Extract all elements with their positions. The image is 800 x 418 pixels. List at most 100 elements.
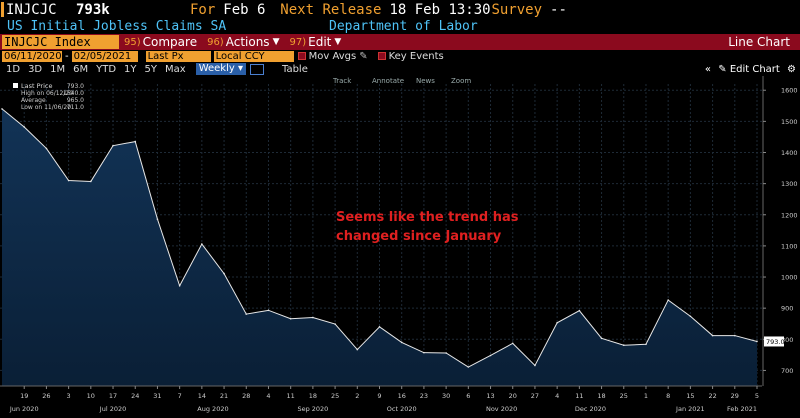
data-point [445,352,447,354]
chart-area[interactable]: Track Annotate News Zoom Last Price High… [0,76,800,418]
data-point [645,343,647,346]
edit-dropdown-icon: ▼ [334,37,342,47]
edit-chart-button[interactable]: « ✎ Edit Chart ⚙ [705,64,796,75]
data-point [756,340,758,343]
compare-button[interactable]: 95) Compare [124,35,197,49]
annotate-tool[interactable]: Annotate [372,77,404,85]
key-events-checkbox[interactable] [377,52,386,60]
x-tick-label: 6 [466,392,470,400]
mov-avgs-checkbox[interactable] [297,52,306,60]
period-max[interactable]: Max [165,63,186,75]
x-tick-label: 29 [731,392,739,400]
frequency-select[interactable]: Weekly ▾ [195,63,246,75]
period-1d[interactable]: 1D [6,63,21,75]
pencil-icon[interactable]: ✎ [359,50,368,62]
legend-low: Low on 11/06/20 [21,104,71,111]
x-tick-label: 14 [198,392,206,400]
x-tick-label: 5 [755,392,759,400]
data-point [423,351,425,354]
period-1y[interactable]: 1Y [124,63,137,75]
x-tick-label: 16 [398,392,406,400]
last-value-tag [764,336,784,347]
field-select[interactable]: Last Px [145,50,211,62]
news-tool[interactable]: News [416,77,435,85]
period-1m[interactable]: 1M [50,63,66,75]
edit-chart-pencil-icon: ✎ [718,63,727,75]
x-month-label: Aug 2020 [197,405,228,413]
x-tick-label: 24 [131,392,139,400]
zoom-tool[interactable]: Zoom [451,77,471,85]
x-tick-label: 22 [708,392,716,400]
key-events-toggle[interactable]: Key Events [377,50,444,62]
next-release-date: 18 Feb 13:30 [389,1,491,18]
survey-value: -- [550,1,567,18]
x-month-label: Jun 2020 [9,405,39,413]
x-tick-label: 25 [331,392,339,400]
last-value: 793k [76,1,110,18]
x-tick-label: 18 [309,392,317,400]
series-area [2,108,757,386]
series-description: US Initial Jobless Claims SA Department … [0,18,800,34]
gear-icon[interactable]: ⚙ [787,63,796,75]
x-tick-label: 30 [442,392,450,400]
period-ytd[interactable]: YTD [96,63,117,75]
legend-high: High on 06/12/20 [21,90,73,97]
data-point [378,326,381,328]
key-events-label: Key Events [388,50,444,62]
data-point [23,126,26,128]
currency-select[interactable]: Local CCY [213,50,294,62]
data-point [733,334,736,337]
period-3d[interactable]: 3D [28,63,43,75]
date-range-separator: - [65,50,69,62]
x-tick-label: 10 [87,392,95,400]
legend-average-value: 965.0 [67,97,84,104]
data-point [622,344,625,347]
x-tick-label: 25 [620,392,628,400]
data-point [667,299,669,301]
start-date-input[interactable]: 06/11/2020 [2,50,62,62]
data-point [90,180,92,183]
data-point [156,218,159,220]
legend-average: Average [21,97,46,104]
for-date: Feb 6 [223,1,266,18]
period-bar: 1D 3D 1M 6M YTD 1Y 5Y Max Weekly ▾ Table… [0,62,800,76]
period-5y[interactable]: 5Y [144,63,158,75]
edit-button[interactable]: 97) Edit ▼ [289,35,341,49]
legend-swatch-last-price [13,83,18,88]
line-chart[interactable]: Track Annotate News Zoom Last Price High… [0,76,800,418]
x-tick-label: 23 [420,392,428,400]
data-point [356,348,359,351]
y-tick-label: 1100 [781,242,798,250]
actions-label: Actions [225,35,270,49]
y-axis-background [762,76,800,418]
frequency-label: Weekly [198,63,235,74]
chart-legend: Last Price High on 06/12/20 Average Low … [13,82,84,111]
x-tick-label: 31 [153,392,161,400]
mov-avgs-toggle[interactable]: Mov Avgs ✎ [297,50,368,62]
x-tick-label: 2 [355,392,359,400]
period-6m[interactable]: 6M [73,63,89,75]
end-date-input[interactable]: 02/05/2021 [71,50,138,62]
compare-label: Compare [142,35,198,49]
toolbar: INJCJC Index 95) Compare 96) Actions ▼ 9… [0,34,800,50]
actions-dropdown-icon: ▼ [272,37,280,47]
track-tool[interactable]: Track [332,77,352,85]
data-source: Department of Labor [329,18,478,34]
data-point [201,243,203,245]
y-tick-label: 1500 [781,118,798,126]
data-point [134,140,137,143]
edit-chart-label: Edit Chart [729,63,780,75]
collapse-icon[interactable]: « [704,63,712,75]
survey-label: Survey [491,1,543,18]
x-tick-label: 4 [266,392,270,400]
security-input[interactable]: INJCJC Index [2,35,119,49]
x-axis: 19 26 3 10 17 24 31 7 14 21 28 4 11 18 25 2 9 16 23 30 6 13 20… [0,385,762,413]
actions-shortcut: 96) [207,36,224,48]
next-release-label: Next Release [280,1,382,18]
data-point [45,147,48,150]
ticker-symbol[interactable]: INJCJC [6,1,57,18]
table-view-button[interactable]: Table [282,63,308,75]
x-tick-label: 1 [644,392,648,400]
line-chart-icon[interactable] [250,63,264,75]
actions-button[interactable]: 96) Actions ▼ [207,35,279,49]
